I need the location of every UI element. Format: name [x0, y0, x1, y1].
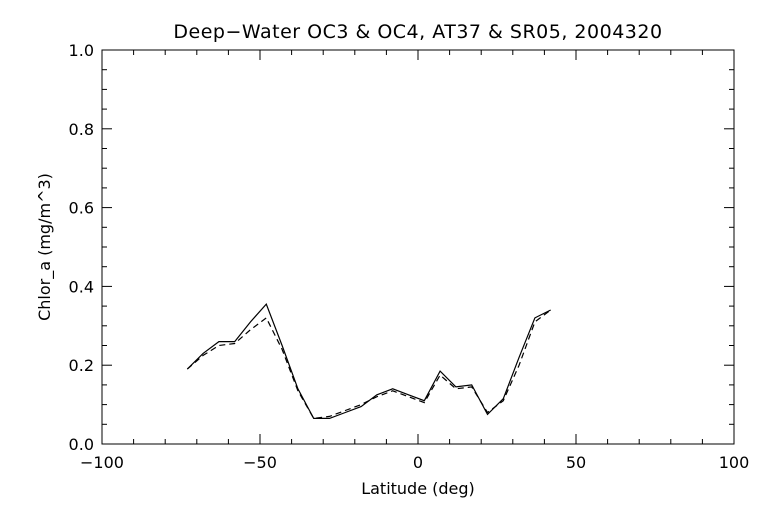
x-tick-label: −100 [80, 453, 124, 472]
y-tick-label: 0.2 [69, 356, 94, 375]
axis-tick-labels: −100 −50 0 50 100 0.0 0.2 0.4 0.6 0.8 1.0 [69, 41, 750, 472]
x-tick-label: −50 [243, 453, 277, 472]
series-line-solid [186, 302, 551, 419]
y-tick-label: 0.0 [69, 435, 94, 454]
y-axis-label: Chlor_a (mg/m^3) [35, 173, 55, 321]
y-tick-label: 1.0 [69, 41, 94, 60]
x-tick-label: 50 [566, 453, 586, 472]
x-tick-label: 100 [719, 453, 750, 472]
y-tick-label: 0.4 [69, 277, 94, 296]
series-group [186, 302, 552, 420]
plot-frame [101, 49, 735, 445]
axis-ticks [101, 49, 735, 445]
series-line-dashed [186, 309, 552, 420]
x-tick-label: 0 [413, 453, 423, 472]
x-axis-label: Latitude (deg) [361, 479, 475, 498]
chart-title: Deep−Water OC3 & OC4, AT37 & SR05, 20043… [173, 21, 662, 43]
y-tick-label: 0.6 [69, 199, 94, 218]
y-tick-label: 0.8 [69, 120, 94, 139]
